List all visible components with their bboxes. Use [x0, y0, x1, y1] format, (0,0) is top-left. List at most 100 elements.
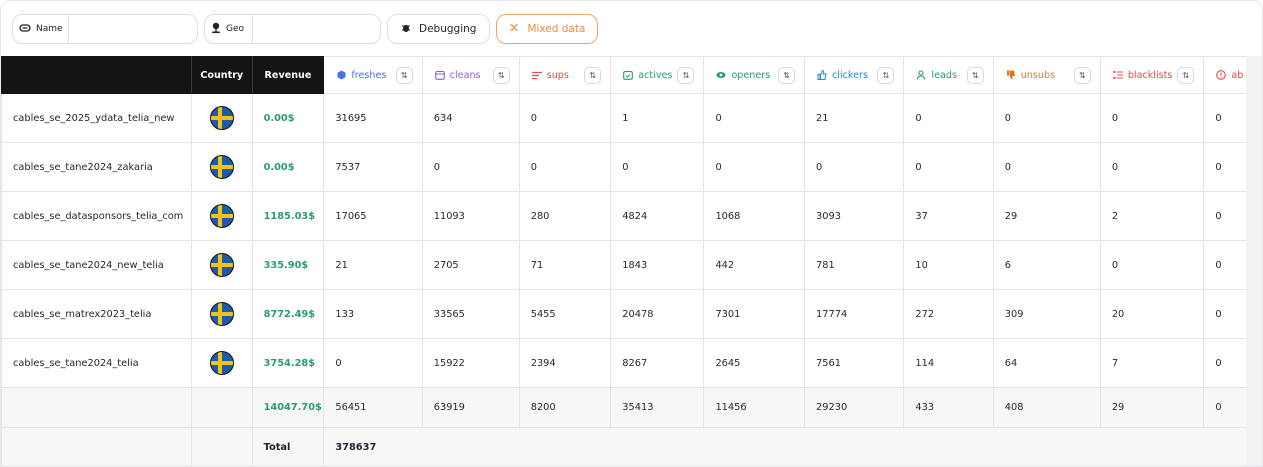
sups-cell: 2394	[518, 338, 612, 388]
actives-cell: 1	[610, 93, 705, 143]
table-row[interactable]: cables_se_datasponsors_telia_com 1185.03…	[1, 191, 1262, 241]
header-clickers: clickers ⇅	[804, 56, 905, 94]
clickers-cell: 21	[804, 93, 905, 143]
blacklists-cell: 2	[1099, 191, 1205, 241]
cleans-cell: 11093	[421, 191, 520, 241]
blacklists-cell: 0	[1099, 142, 1205, 192]
leads-cell: 0	[903, 142, 994, 192]
openers-cell: 442	[703, 240, 806, 290]
sort-button-openers[interactable]: ⇅	[778, 66, 796, 84]
geo-filter[interactable]: Geo	[204, 14, 381, 44]
openers-cell: 2645	[703, 338, 806, 388]
country-cell	[190, 338, 253, 388]
row-name: cables_se_tane2024_telia	[1, 338, 192, 388]
row-name: cables_se_2025_ydata_telia_new	[1, 93, 192, 143]
sups-cell: 5455	[518, 289, 612, 339]
table-header: Country Revenue freshes ⇅ cleans ⇅ sups …	[1, 56, 1262, 94]
users-icon	[916, 70, 926, 80]
sweden-flag-icon	[209, 253, 234, 277]
leads-cell: 272	[903, 289, 994, 339]
name-input[interactable]	[69, 15, 197, 43]
header-label: freshes	[351, 69, 387, 81]
mixed-data-button[interactable]: Mixed data	[496, 14, 599, 44]
sups-cell: 280	[518, 191, 612, 241]
geo-input[interactable]	[253, 15, 380, 43]
calendar-check-icon	[623, 70, 634, 80]
calendar-icon	[434, 70, 445, 80]
header-leads: leads ⇅	[903, 56, 994, 94]
shuffle-icon	[509, 23, 519, 35]
list-x-icon	[1112, 70, 1123, 80]
geo-filter-label: Geo	[226, 24, 245, 34]
actives-cell: 0	[610, 142, 705, 192]
country-cell	[190, 289, 253, 339]
sweden-flag-icon	[209, 204, 234, 228]
header-label: openers	[731, 69, 771, 81]
campaign-table: Country Revenue freshes ⇅ cleans ⇅ sups …	[1, 56, 1262, 466]
sweden-flag-icon	[209, 302, 234, 326]
mixed-data-label: Mixed data	[527, 23, 586, 35]
sweden-flag-icon	[209, 351, 234, 375]
sups-cell: 0	[518, 142, 612, 192]
header-sups: sups ⇅	[518, 56, 612, 94]
eye-icon	[716, 70, 726, 80]
table-row[interactable]: cables_se_tane2024_telia 3754.28$ 0 1592…	[1, 338, 1262, 388]
freshes-cell: 31695	[323, 93, 423, 143]
thumbs-up-icon	[817, 70, 827, 80]
header-openers: openers ⇅	[703, 56, 806, 94]
header-label: unsubs	[1020, 69, 1056, 81]
freshes-cell: 21	[323, 240, 423, 290]
sups-cell: 0	[518, 93, 612, 143]
header-label: cleans	[449, 69, 481, 81]
unsubs-cell: 309	[992, 289, 1101, 339]
row-name: cables_se_matrex2023_telia	[1, 289, 192, 339]
unsubs-cell: 29	[992, 191, 1101, 241]
table-row[interactable]: cables_se_tane2024_zakaria 0.00$ 7537 0 …	[1, 142, 1262, 192]
revenue-cell: 0.00$	[251, 142, 325, 192]
actives-cell: 20478	[610, 289, 705, 339]
name-filter[interactable]: Name	[12, 14, 198, 44]
totals-empty	[1, 387, 192, 428]
grand-empty	[1, 427, 192, 466]
sort-button-blacklists[interactable]: ⇅	[1177, 66, 1195, 84]
totals-freshes: 56451	[323, 387, 423, 428]
country-cell	[190, 93, 253, 143]
sort-button-clickers[interactable]: ⇅	[877, 66, 895, 84]
sort-button-sups[interactable]: ⇅	[584, 66, 602, 84]
header-actives: actives ⇅	[610, 56, 705, 94]
totals-cleans: 63919	[421, 387, 520, 428]
totals-clickers: 29230	[804, 387, 905, 428]
debugging-button[interactable]: Debugging	[387, 14, 491, 44]
country-cell	[190, 142, 253, 192]
tag-icon	[19, 23, 31, 36]
header-name	[1, 56, 192, 94]
table-row[interactable]: cables_se_matrex2023_telia 8772.49$ 133 …	[1, 289, 1262, 339]
header-label: leads	[931, 69, 957, 81]
totals-leads: 433	[903, 387, 994, 428]
header-revenue[interactable]: Revenue	[251, 56, 325, 94]
country-cell	[190, 191, 253, 241]
sort-button-leads[interactable]: ⇅	[966, 66, 984, 84]
header-country[interactable]: Country	[190, 56, 253, 94]
sort-button-unsubs[interactable]: ⇅	[1073, 66, 1091, 84]
header-label: sups	[546, 69, 569, 81]
leads-cell: 0	[903, 93, 994, 143]
table-row[interactable]: cables_se_tane2024_new_telia 335.90$ 21 …	[1, 240, 1262, 290]
vertical-scrollbar[interactable]	[1246, 56, 1262, 466]
cleans-cell: 634	[421, 93, 520, 143]
thumbs-down-icon	[1006, 70, 1016, 80]
revenue-cell: 3754.28$	[251, 338, 325, 388]
name-filter-label: Name	[36, 24, 63, 34]
clickers-cell: 7561	[804, 338, 905, 388]
sort-button-actives[interactable]: ⇅	[677, 66, 695, 84]
header-label: blacklists	[1127, 69, 1173, 81]
sort-button-freshes[interactable]: ⇅	[395, 66, 413, 84]
totals-blacklists: 29	[1099, 387, 1205, 428]
header-freshes: freshes ⇅	[323, 56, 423, 94]
alert-icon	[1216, 70, 1227, 80]
sups-cell: 71	[518, 240, 612, 290]
sort-button-cleans[interactable]: ⇅	[492, 66, 510, 84]
sweden-flag-icon	[209, 106, 234, 130]
table-row[interactable]: cables_se_2025_ydata_telia_new 0.00$ 316…	[1, 93, 1262, 143]
